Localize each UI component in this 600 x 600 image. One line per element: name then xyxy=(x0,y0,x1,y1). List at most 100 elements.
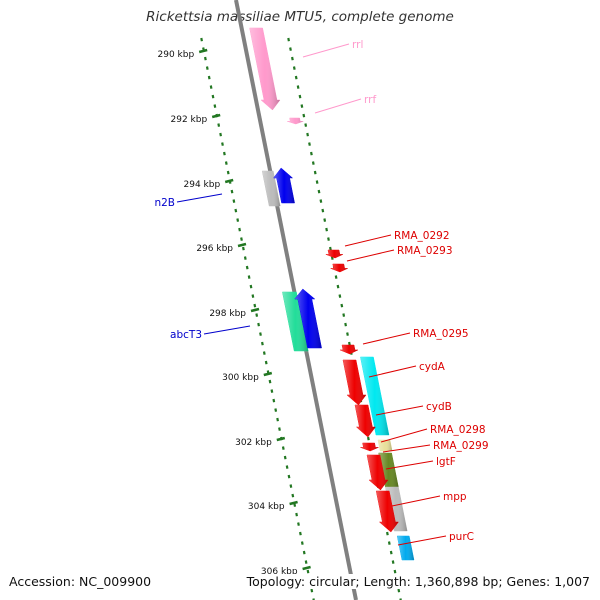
feature-label-rma-0293[interactable]: RMA_0293 xyxy=(397,245,453,257)
ring-dot xyxy=(294,75,298,80)
major-tick-mark xyxy=(289,500,298,506)
ring-dot xyxy=(224,161,228,165)
ring-dot xyxy=(302,113,306,118)
ring-dot xyxy=(336,284,340,289)
feature-label-rma-0292[interactable]: RMA_0292 xyxy=(394,230,450,242)
ring-dot xyxy=(251,294,255,298)
ring-dot xyxy=(204,56,207,61)
ring-dot xyxy=(207,75,211,80)
ring-dot xyxy=(312,598,315,600)
feature-rma-0298-shading xyxy=(378,440,393,451)
ring-dot xyxy=(342,313,346,317)
feature-label-n2b[interactable]: n2B xyxy=(154,197,175,209)
tick-label-290-kbp: 290 kbp xyxy=(158,50,195,60)
ring-dot xyxy=(319,199,323,203)
ring-dot xyxy=(367,436,370,441)
ring-dot xyxy=(397,588,401,593)
leader-line-rma-0295 xyxy=(362,332,411,345)
major-tick-mark xyxy=(211,113,221,119)
leader-line-lgtf xyxy=(385,460,434,470)
feature-rma-0293-shading xyxy=(330,264,348,272)
feature-cyda-shading xyxy=(360,357,389,435)
ring-dot xyxy=(240,237,243,241)
feature-rma-0299-shading xyxy=(360,443,379,451)
feature-abct3-shading xyxy=(282,292,309,351)
label-layer: rrl rrf n2B RMA_0292 RMA_0293 abcT3 RMA_0295cy… xyxy=(154,39,489,546)
feature-label-mpp[interactable]: mpp xyxy=(443,491,467,503)
ring-dot xyxy=(299,531,302,536)
major-tick-mark xyxy=(276,436,286,442)
leader-line-rma-0293 xyxy=(346,249,395,262)
ring-dot xyxy=(236,218,240,222)
ring-dot xyxy=(245,265,249,270)
tick-label-306-kbp: 306 kbp xyxy=(261,567,298,577)
tick-label-292-kbp: 292 kbp xyxy=(171,115,208,125)
leader-line-rrl xyxy=(302,43,350,58)
ring-dot xyxy=(300,541,304,545)
major-tick-mark xyxy=(263,371,273,377)
ring-dot xyxy=(389,550,393,555)
ring-dot xyxy=(285,465,289,469)
leader-line-purc xyxy=(397,535,447,546)
ring-dot xyxy=(399,598,402,600)
feature-unlabeled-shading xyxy=(262,171,281,206)
feature-label-rrf[interactable]: rrf xyxy=(364,94,376,106)
ring-dot xyxy=(325,227,328,232)
leader-line-cydb xyxy=(375,405,424,416)
feature-label-rma-0298[interactable]: RMA_0298 xyxy=(430,424,486,436)
major-tick-mark xyxy=(198,48,208,54)
ring-dot xyxy=(219,132,222,137)
ring-dot xyxy=(321,208,325,213)
ring-dot xyxy=(242,246,245,251)
ring-dot xyxy=(272,398,276,403)
leader-line-rma-0298 xyxy=(380,428,428,443)
feature-label-rma-0299[interactable]: RMA_0299 xyxy=(433,440,489,452)
ring-dot xyxy=(295,512,298,517)
feature-label-lgtf[interactable]: lgtF xyxy=(436,456,456,468)
major-tick-mark xyxy=(250,307,260,313)
feature-rma-0292-shading xyxy=(325,250,343,258)
ring-dot xyxy=(344,322,347,327)
tick-layer: 290 kbp 292 kbp 294 kbp 296 kbp 298 kbp 300 k… xyxy=(158,37,402,600)
feature-label-rma-0295[interactable]: RMA_0295 xyxy=(413,328,469,340)
ring-dot xyxy=(292,66,296,70)
feature-rrf-shading xyxy=(287,118,304,124)
tick-label-304-kbp: 304 kbp xyxy=(248,502,285,512)
ring-dot xyxy=(304,560,308,564)
ring-dot xyxy=(230,189,234,194)
leader-line-n2b xyxy=(176,193,223,203)
ring-dot xyxy=(340,303,344,308)
ring-dot xyxy=(213,104,217,108)
feature-rrl-shading xyxy=(249,28,280,110)
tick-label-294-kbp: 294 kbp xyxy=(184,180,221,190)
ring-dot xyxy=(264,360,268,365)
feature-layer xyxy=(249,27,415,561)
ring-dot xyxy=(315,180,319,184)
feature-purc-shading xyxy=(397,536,414,560)
ring-dot xyxy=(247,275,251,279)
ring-dot xyxy=(348,341,351,346)
ring-dot xyxy=(253,303,257,308)
ring-dot xyxy=(306,569,310,574)
ring-dot xyxy=(255,313,259,317)
ring-dot xyxy=(261,341,264,346)
feature-label-rrl[interactable]: rrl xyxy=(352,39,363,51)
ring-dot xyxy=(278,427,281,431)
feature-unlabeled-shading xyxy=(294,289,322,348)
feature-unlabeled-shading xyxy=(376,491,399,532)
ring-dot xyxy=(391,560,395,564)
ring-dot xyxy=(310,588,314,593)
accession-text: Accession: NC_009900 xyxy=(9,574,152,589)
feature-label-cydb[interactable]: cydB xyxy=(426,401,452,413)
ring-dot xyxy=(291,56,294,61)
ring-dot xyxy=(234,208,238,213)
feature-label-cyda[interactable]: cydA xyxy=(419,361,446,373)
ring-dot xyxy=(243,256,247,260)
ring-dot xyxy=(297,522,300,526)
ring-dot xyxy=(386,531,389,536)
feature-label-abct3[interactable]: abcT3 xyxy=(170,329,202,341)
feature-label-purc[interactable]: purC xyxy=(449,531,474,543)
feature-unlabeled-shading xyxy=(367,455,388,490)
